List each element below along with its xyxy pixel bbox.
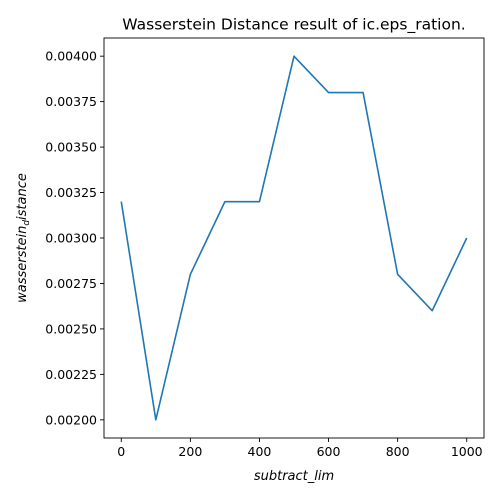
y-axis-label-subscript: d [22, 220, 32, 226]
y-axis-label-main: wasserstein [15, 226, 30, 303]
y-tick-label: 0.00400 [45, 49, 97, 64]
x-tick-label: 0 [117, 444, 125, 459]
x-tick-label: 200 [178, 444, 202, 459]
y-axis-label: wassersteindistance [15, 173, 32, 303]
series-line [120, 55, 468, 421]
chart-title: Wasserstein Distance result of ic.eps_ra… [122, 16, 465, 35]
y-tick-label: 0.00300 [45, 231, 97, 246]
x-tick-label: 600 [317, 444, 341, 459]
x-tick-label: 400 [248, 444, 272, 459]
y-axis: 0.00200 0.00225 0.00250 0.00275 0.00300 0.003… [45, 49, 104, 427]
y-tick-label: 0.00225 [45, 367, 97, 382]
y-tick-label: 0.00325 [45, 185, 97, 200]
x-axis-label: subtract_lim [254, 469, 334, 484]
y-tick-label: 0.00275 [45, 276, 97, 291]
x-axis: 0 200 400 600 800 1000 [117, 438, 483, 459]
x-tick-label: 1000 [451, 444, 483, 459]
y-tick-label: 0.00200 [45, 412, 97, 427]
y-tick-label: 0.00375 [45, 94, 97, 109]
y-tick-label: 0.00250 [45, 321, 97, 336]
x-tick-label: 800 [386, 444, 410, 459]
plot-frame [103, 37, 485, 439]
y-tick-label: 0.00350 [45, 140, 97, 155]
y-axis-label-rest: istance [15, 173, 30, 220]
